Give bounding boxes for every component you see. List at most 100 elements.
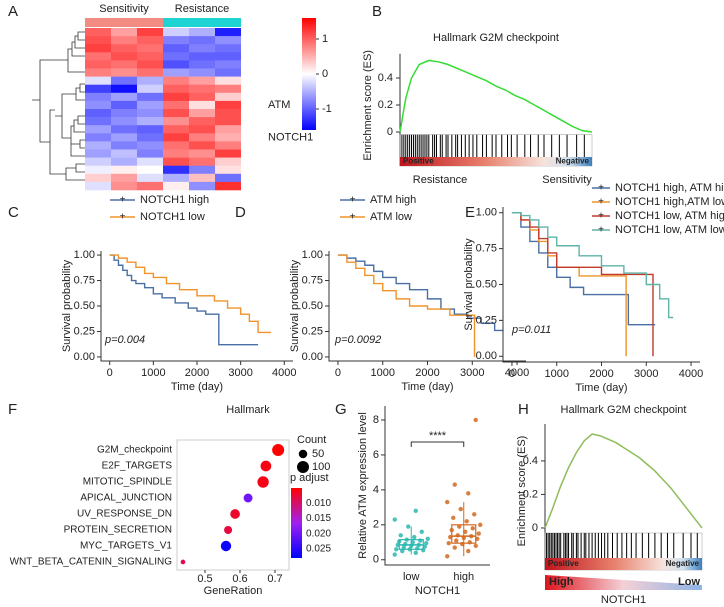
survival-curve (109, 254, 272, 334)
y-tick-label: 0.25 (302, 325, 323, 337)
rank-bar-label: Negative (556, 157, 590, 166)
panel-label: B (372, 3, 382, 20)
point (476, 531, 481, 536)
panel-label: E (465, 204, 475, 221)
point (452, 482, 457, 487)
legend-marker: + (598, 183, 604, 194)
heatmap-cell (137, 149, 163, 158)
x-tick-label: 2000 (415, 367, 439, 379)
heatmap-cell (215, 68, 241, 77)
point (400, 548, 405, 554)
point (473, 417, 478, 423)
row-label: NOTCH1 (268, 131, 313, 143)
legend-marker: + (350, 195, 356, 206)
heatmap-cell (215, 109, 241, 118)
legend-label: ATM high (370, 194, 416, 206)
column-group-label: Sensitivity (99, 3, 149, 15)
legend-label: NOTCH1 high, ATM high (615, 182, 724, 194)
heatmap-cell (137, 60, 163, 69)
x-tick-label: 0.5 (197, 573, 212, 585)
heatmap-cell (137, 173, 163, 183)
heatmap-cell (137, 84, 163, 94)
heatmap-cell (137, 76, 163, 85)
y-tick-label: 4 (373, 484, 379, 496)
point (412, 534, 417, 540)
rank-bar-label: Negative (666, 559, 700, 568)
y-axis-label: Relative ATM expression level (357, 412, 369, 559)
colorbar (291, 488, 302, 558)
point (466, 548, 471, 554)
heatmap-cell (163, 68, 189, 77)
survival-curve (511, 212, 674, 319)
point (466, 491, 471, 496)
heatmap-cell (137, 117, 163, 126)
p-value: p=0.0092 (334, 334, 381, 346)
point (406, 524, 411, 529)
enrichment-curve (544, 433, 703, 529)
heatmap-cell (137, 109, 163, 118)
axes (502, 207, 700, 363)
dot (180, 559, 186, 565)
point (392, 517, 397, 522)
colorbar-tick-label: 0 (322, 68, 328, 80)
axes (384, 406, 490, 566)
heatmap-cell (189, 117, 215, 126)
point (464, 519, 469, 524)
heatmap-cell (163, 117, 189, 126)
point (472, 512, 477, 517)
dot (243, 493, 253, 503)
heatmap-cell (111, 133, 137, 142)
heatmap-cell (111, 181, 137, 191)
y-axis-label: Survival probability (61, 259, 73, 352)
rank-bar (545, 558, 702, 570)
heatmap-cell (215, 76, 241, 85)
x-tick-label: 4000 (679, 368, 703, 380)
heatmap-cell (163, 100, 189, 110)
heatmap-cell (163, 44, 189, 53)
x-tick-label: 3000 (634, 368, 658, 380)
heatmap-cell (215, 141, 241, 150)
legend-label: NOTCH1 low (140, 211, 205, 223)
y-tick-label: 0.25 (74, 325, 95, 337)
point (473, 543, 478, 548)
x-tick-label: low (403, 571, 420, 583)
heatmap-cell (85, 84, 111, 94)
enrichment-curve (399, 59, 593, 133)
heatmap-cell (189, 68, 215, 77)
y-tick-label: 1.00 (476, 207, 497, 219)
heatmap-cell (215, 100, 241, 110)
heatmap-cell (85, 133, 111, 142)
point (445, 554, 450, 559)
dot (272, 444, 285, 456)
panel-label: F (8, 401, 17, 418)
rank-bar-label: Positive (548, 559, 579, 568)
y-axis-label: Survival probability (463, 238, 475, 331)
heatmap-cell (85, 44, 111, 53)
heatmap-cell (85, 181, 111, 191)
heatmap-cell (111, 68, 137, 77)
heatmap-cell (85, 165, 111, 175)
axes (100, 251, 293, 362)
panel-label: C (8, 204, 19, 221)
colorbar-tick-label: 0.020 (306, 528, 331, 539)
heatmap-cell (163, 76, 189, 85)
point (467, 540, 472, 545)
y-tick-label: 0.2 (523, 488, 538, 500)
y-tick-label: UV_RESPONSE_DN (77, 509, 172, 520)
heatmap-cell (189, 44, 215, 53)
heatmap-cell (163, 60, 189, 69)
y-tick-label: E2F_TARGETS (102, 461, 173, 472)
group-label: Resistance (413, 174, 467, 186)
heatmap-cell (85, 68, 111, 77)
x-tick-label: 0.7 (267, 573, 282, 585)
y-tick-label: 1.00 (302, 249, 323, 261)
legend-marker: + (598, 211, 604, 222)
legend-marker: + (120, 212, 126, 223)
x-tick-label: 0.6 (232, 573, 247, 585)
point (419, 529, 424, 535)
heatmap-cell (111, 60, 137, 69)
x-tick-label: 4000 (505, 367, 529, 379)
legend-marker: + (598, 225, 604, 236)
plot-frame (176, 439, 290, 571)
heatmap-cell (163, 109, 189, 118)
